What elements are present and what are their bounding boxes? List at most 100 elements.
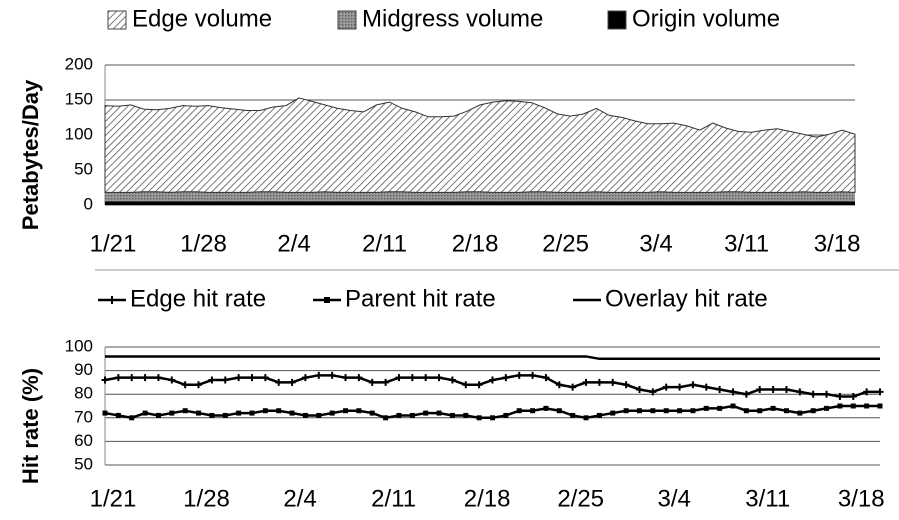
marker xyxy=(690,408,696,414)
marker xyxy=(409,412,415,418)
marker xyxy=(877,403,883,409)
marker xyxy=(649,388,657,396)
marker xyxy=(289,410,295,416)
legend-marker xyxy=(324,297,330,303)
x-tick-label: 2/11 xyxy=(362,230,407,257)
x-tick-label: 3/4 xyxy=(639,230,672,257)
line xyxy=(105,355,880,361)
marker xyxy=(262,408,268,414)
marker xyxy=(276,408,282,414)
marker xyxy=(742,390,750,398)
y-axis-label: Hit rate (%) xyxy=(18,368,43,484)
marker xyxy=(610,410,616,416)
marker xyxy=(142,410,148,416)
marker xyxy=(796,388,804,396)
marker xyxy=(368,378,376,386)
y-tick-label: 80 xyxy=(74,384,93,403)
marker xyxy=(515,371,523,379)
marker xyxy=(582,378,590,386)
marker xyxy=(236,410,242,416)
marker xyxy=(395,374,403,382)
marker xyxy=(489,376,496,384)
marker xyxy=(730,403,736,409)
marker xyxy=(770,405,776,411)
marker xyxy=(502,374,510,382)
marker xyxy=(463,412,469,418)
marker xyxy=(783,408,789,414)
marker xyxy=(769,385,777,393)
marker xyxy=(169,410,175,416)
y-tick-label: 100 xyxy=(65,336,93,355)
marker xyxy=(114,374,122,382)
marker xyxy=(141,374,149,382)
marker xyxy=(729,388,737,396)
marker xyxy=(462,381,470,389)
marker xyxy=(343,408,349,414)
marker xyxy=(196,410,202,416)
legend-label: Edge hit rate xyxy=(130,285,266,312)
marker xyxy=(503,412,509,418)
marker xyxy=(383,415,389,421)
marker xyxy=(181,381,189,389)
marker xyxy=(248,374,256,382)
x-tick-label: 3/18 xyxy=(814,230,861,257)
marker xyxy=(677,408,683,414)
x-tick-label: 2/25 xyxy=(557,485,604,512)
marker xyxy=(824,405,830,411)
x-tick-label: 3/11 xyxy=(745,485,790,512)
legend-label: Midgress volume xyxy=(362,5,543,32)
marker xyxy=(261,374,269,382)
marker xyxy=(436,410,442,416)
x-tick-label: 3/18 xyxy=(838,485,885,512)
marker xyxy=(757,408,763,414)
marker xyxy=(529,371,537,379)
marker xyxy=(543,405,549,411)
marker xyxy=(623,408,629,414)
y-tick-label: 50 xyxy=(74,454,93,473)
marker xyxy=(596,412,602,418)
marker xyxy=(408,374,416,382)
marker xyxy=(195,381,203,389)
y-tick-label: 70 xyxy=(74,407,93,426)
x-tick-label: 1/21 xyxy=(90,230,137,257)
marker xyxy=(208,376,216,384)
marker xyxy=(662,383,670,391)
marker xyxy=(797,410,803,416)
marker xyxy=(622,381,630,389)
marker xyxy=(342,374,350,382)
marker xyxy=(650,408,656,414)
legend-swatch xyxy=(107,10,127,30)
marker xyxy=(782,385,790,393)
marker xyxy=(716,385,724,393)
marker xyxy=(556,408,562,414)
marker xyxy=(275,378,283,386)
marker xyxy=(302,412,308,418)
marker xyxy=(369,410,375,416)
marker xyxy=(863,388,871,396)
marker xyxy=(249,410,255,416)
x-tick-label: 3/11 xyxy=(724,230,769,257)
marker xyxy=(663,408,669,414)
marker xyxy=(542,374,550,382)
x-tick-label: 2/4 xyxy=(283,485,316,512)
marker xyxy=(676,383,684,391)
marker xyxy=(569,383,577,391)
marker xyxy=(222,412,228,418)
x-tick-label: 1/28 xyxy=(183,485,230,512)
x-tick-label: 1/21 xyxy=(90,485,137,512)
marker xyxy=(435,374,443,382)
legend-label: Parent hit rate xyxy=(345,285,496,312)
marker xyxy=(689,381,697,389)
x-tick-label: 3/4 xyxy=(658,485,691,512)
marker xyxy=(449,412,455,418)
legend-label: Edge volume xyxy=(132,5,272,32)
x-tick-label: 2/4 xyxy=(277,230,310,257)
marker xyxy=(702,383,710,391)
marker xyxy=(583,415,589,421)
marker xyxy=(823,390,831,398)
marker xyxy=(516,408,522,414)
marker xyxy=(102,410,108,416)
marker xyxy=(849,393,857,401)
